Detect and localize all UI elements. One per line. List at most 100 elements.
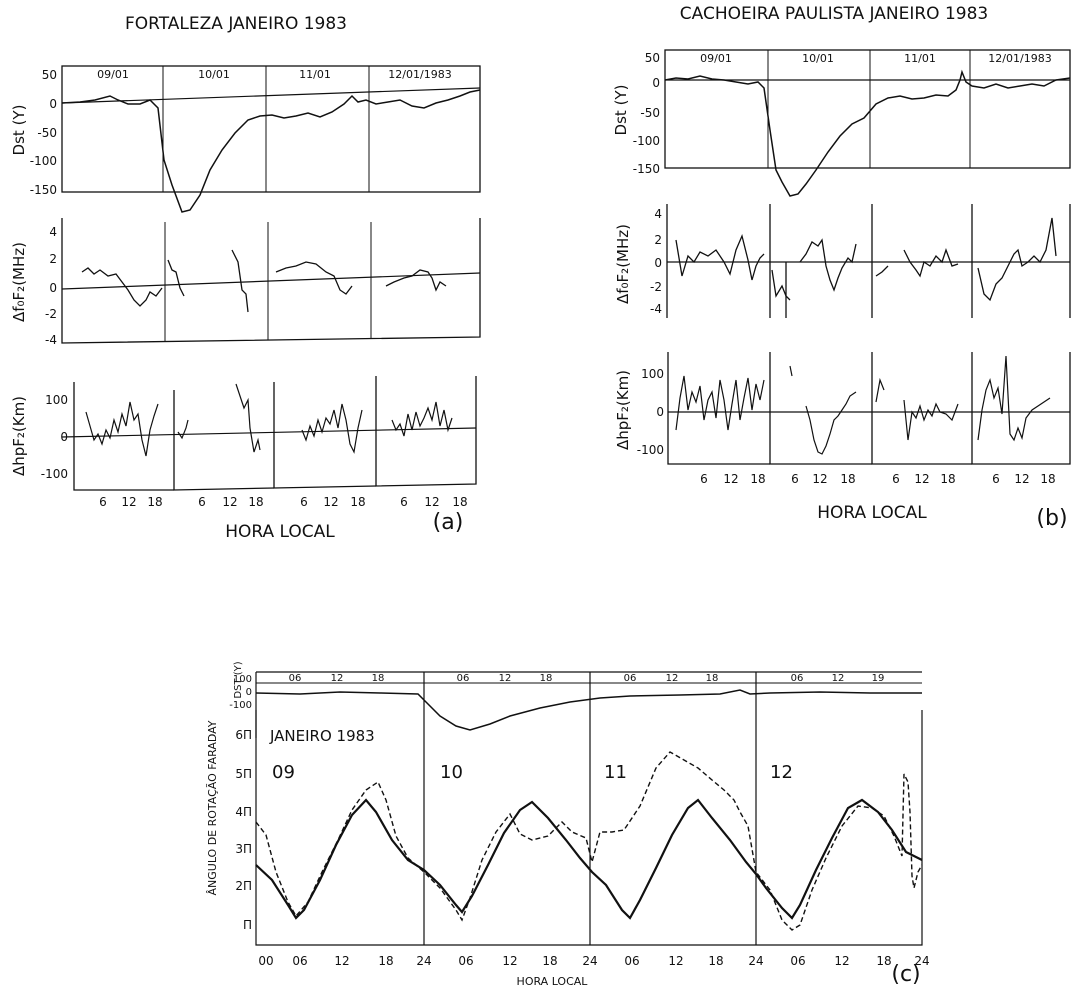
panel-b-hour-tick-12-d2: 12	[812, 472, 827, 486]
panel-b-hpf2-frame-3	[871, 352, 972, 465]
panel-c-top-tick-12-d4: 12	[832, 673, 845, 684]
panel-b-dst-curve	[664, 69, 1071, 197]
panel-a-dst-frame	[61, 65, 481, 193]
panel-c-xlabel: HORA LOCAL	[517, 975, 589, 988]
panel-c: DST (Y) 100 0 -100 06 12 18 06 12 18 06 …	[206, 661, 930, 988]
panel-a-hpf2-tick-m100: -100	[41, 467, 68, 481]
panel-a-fof2-frames	[61, 218, 481, 344]
panel-a-hour-tick-18-d2: 18	[248, 495, 263, 509]
panel-a-hpf2-ylabel: ΔhpF₂(Km)	[10, 396, 28, 476]
panel-c-x-tick-10: 12	[668, 954, 683, 968]
panel-b-hpf2-curve-6	[977, 355, 1051, 442]
panel-c-pi-tick-4: 4Π	[235, 805, 252, 819]
panel-b-hour-tick-6-d2: 6	[791, 472, 799, 486]
panel-a-hpf2-curve-4	[301, 403, 363, 454]
panel-b-fof2-tick-2: 2	[654, 233, 662, 247]
panel-b-hour-tick-12-d4: 12	[1014, 472, 1029, 486]
panel-c-x-tick-0: 00	[258, 954, 273, 968]
panel-c-top-tick-12-d1: 12	[331, 673, 344, 684]
panel-c-x-tick-7: 18	[542, 954, 557, 968]
panel-c-pi-tick-6: 6Π	[235, 728, 252, 742]
panel-a-hour-tick-18-d1: 18	[147, 495, 162, 509]
panel-b-dst-tick-m150: -150	[633, 162, 660, 176]
panel-b-hpf2-curve-3	[805, 391, 857, 455]
panel-c-top-tick-06-d2: 06	[457, 673, 470, 684]
panel-c-label: (c)	[891, 962, 920, 987]
panel-b-hpf2-curve-4	[875, 377, 885, 403]
panel-a-hour-tick-12-d1: 12	[121, 495, 136, 509]
panel-b-day-label-4: 12/01/1983	[988, 52, 1051, 65]
panel-b-hpf2-curve-5	[903, 399, 959, 441]
panel-a-dst-tick-m100: -100	[30, 154, 57, 168]
panel-b-hpf2-frame-4	[971, 352, 1071, 465]
panel-a-fof2-curve-3	[231, 249, 249, 313]
panel-a-dst-tick-m150: -150	[30, 183, 57, 197]
panel-c-x-tick-1: 06	[292, 954, 307, 968]
panel-a-day-label-3: 11/01	[299, 68, 331, 81]
panel-c-x-tick-14: 12	[834, 954, 849, 968]
panel-a-dst-tick-m50: -50	[37, 126, 57, 140]
panel-b-day-label-1: 09/01	[700, 52, 732, 65]
panel-c-frame	[255, 710, 923, 946]
panel-b-dst-tick-m50: -50	[640, 106, 660, 120]
panel-c-faraday-dashed	[255, 751, 923, 931]
panel-c-x-tick-2: 12	[334, 954, 349, 968]
panel-b-hour-tick-6-d4: 6	[992, 472, 1000, 486]
panel-c-pi-tick-5: 5Π	[235, 767, 252, 781]
panel-a-dst-tick-0: 0	[49, 97, 57, 111]
panel-b: CACHOEIRA PAULISTA JANEIRO 1983 09/01 10…	[612, 4, 1071, 531]
panel-a-hour-tick-6-d3: 6	[300, 495, 308, 509]
panel-b-hour-tick-12-d3: 12	[914, 472, 929, 486]
panel-b-fof2-tick-m2: -2	[650, 280, 662, 294]
panel-a-hour-tick-12-d4: 12	[424, 495, 439, 509]
panel-b-day-label-2: 10/01	[802, 52, 834, 65]
panel-c-dst-label: DST (Y)	[233, 661, 244, 698]
panel-a-dst-zero-line	[61, 87, 481, 104]
panel-b-dst-frame	[664, 49, 1071, 169]
panel-c-top-tick-19-d4: 19	[872, 673, 885, 684]
panel-b-fof2-tick-m4: -4	[650, 302, 662, 316]
panel-a-fof2-curve-1	[81, 267, 163, 307]
panel-b-hour-tick-6-d3: 6	[892, 472, 900, 486]
panel-c-day-label-11: 11	[604, 762, 627, 783]
panel-a-hpf2-frame-2	[173, 390, 275, 491]
panel-c-day-label-10: 10	[440, 762, 463, 783]
panel-c-title: JANEIRO 1983	[269, 727, 375, 745]
panel-b-dst-tick-50: 50	[645, 51, 660, 65]
panel-c-x-tick-11: 18	[708, 954, 723, 968]
panel-c-top-tick-12-d3: 12	[666, 673, 679, 684]
panel-b-dst-ylabel: Dst (Y)	[612, 85, 630, 136]
panel-c-top-tick-18-d1: 18	[372, 673, 385, 684]
panel-a-day-label-2: 10/01	[198, 68, 230, 81]
panel-b-hour-tick-18-d2: 18	[840, 472, 855, 486]
panel-a-fof2-tick-m2: -2	[45, 307, 57, 321]
panel-b-hour-tick-6-d1: 6	[700, 472, 708, 486]
panel-c-pi-tick-1: Π	[243, 918, 252, 932]
panel-b-hour-tick-18-d3: 18	[940, 472, 955, 486]
panel-a-fof2-curve-4	[275, 261, 353, 295]
panel-b-fof2-tick-4: 4	[654, 207, 662, 221]
panel-c-ylabel: ÂNGULO DE ROTAÇÃO FARADAY	[206, 720, 219, 895]
panel-a-xlabel: HORA LOCAL	[225, 522, 335, 542]
panel-a-day-label-4: 12/01/1983	[388, 68, 451, 81]
panel-a-hour-tick-12-d3: 12	[323, 495, 338, 509]
panel-b-fof2-curve-2	[771, 269, 791, 301]
panel-c-x-tick-6: 12	[502, 954, 517, 968]
panel-a-hpf2-curve-3	[235, 383, 261, 453]
panel-c-top-tick-18-d3: 18	[706, 673, 719, 684]
panel-b-hpf2-tick-m100: -100	[637, 443, 664, 457]
panel-a-hpf2-curve-2	[177, 419, 189, 440]
panel-c-top-tick-06-d1: 06	[289, 673, 302, 684]
panel-a-hpf2-tick-0: 0	[60, 430, 68, 444]
panel-b-hpf2-tick-0: 0	[656, 405, 664, 419]
panel-a-fof2-tick-2: 2	[49, 252, 57, 266]
panel-b-fof2-tick-0: 0	[654, 256, 662, 270]
panel-a-fof2-curve-2	[167, 259, 185, 297]
panel-c-dst-tick-m100: -100	[229, 700, 252, 711]
panel-b-hpf2-tick-100: 100	[641, 367, 664, 381]
panel-c-faraday-solid	[255, 798, 923, 920]
panel-a-hpf2-curve-1	[85, 401, 159, 457]
panel-b-label: (b)	[1036, 506, 1067, 531]
panel-a-fof2-curve-5	[385, 269, 447, 292]
